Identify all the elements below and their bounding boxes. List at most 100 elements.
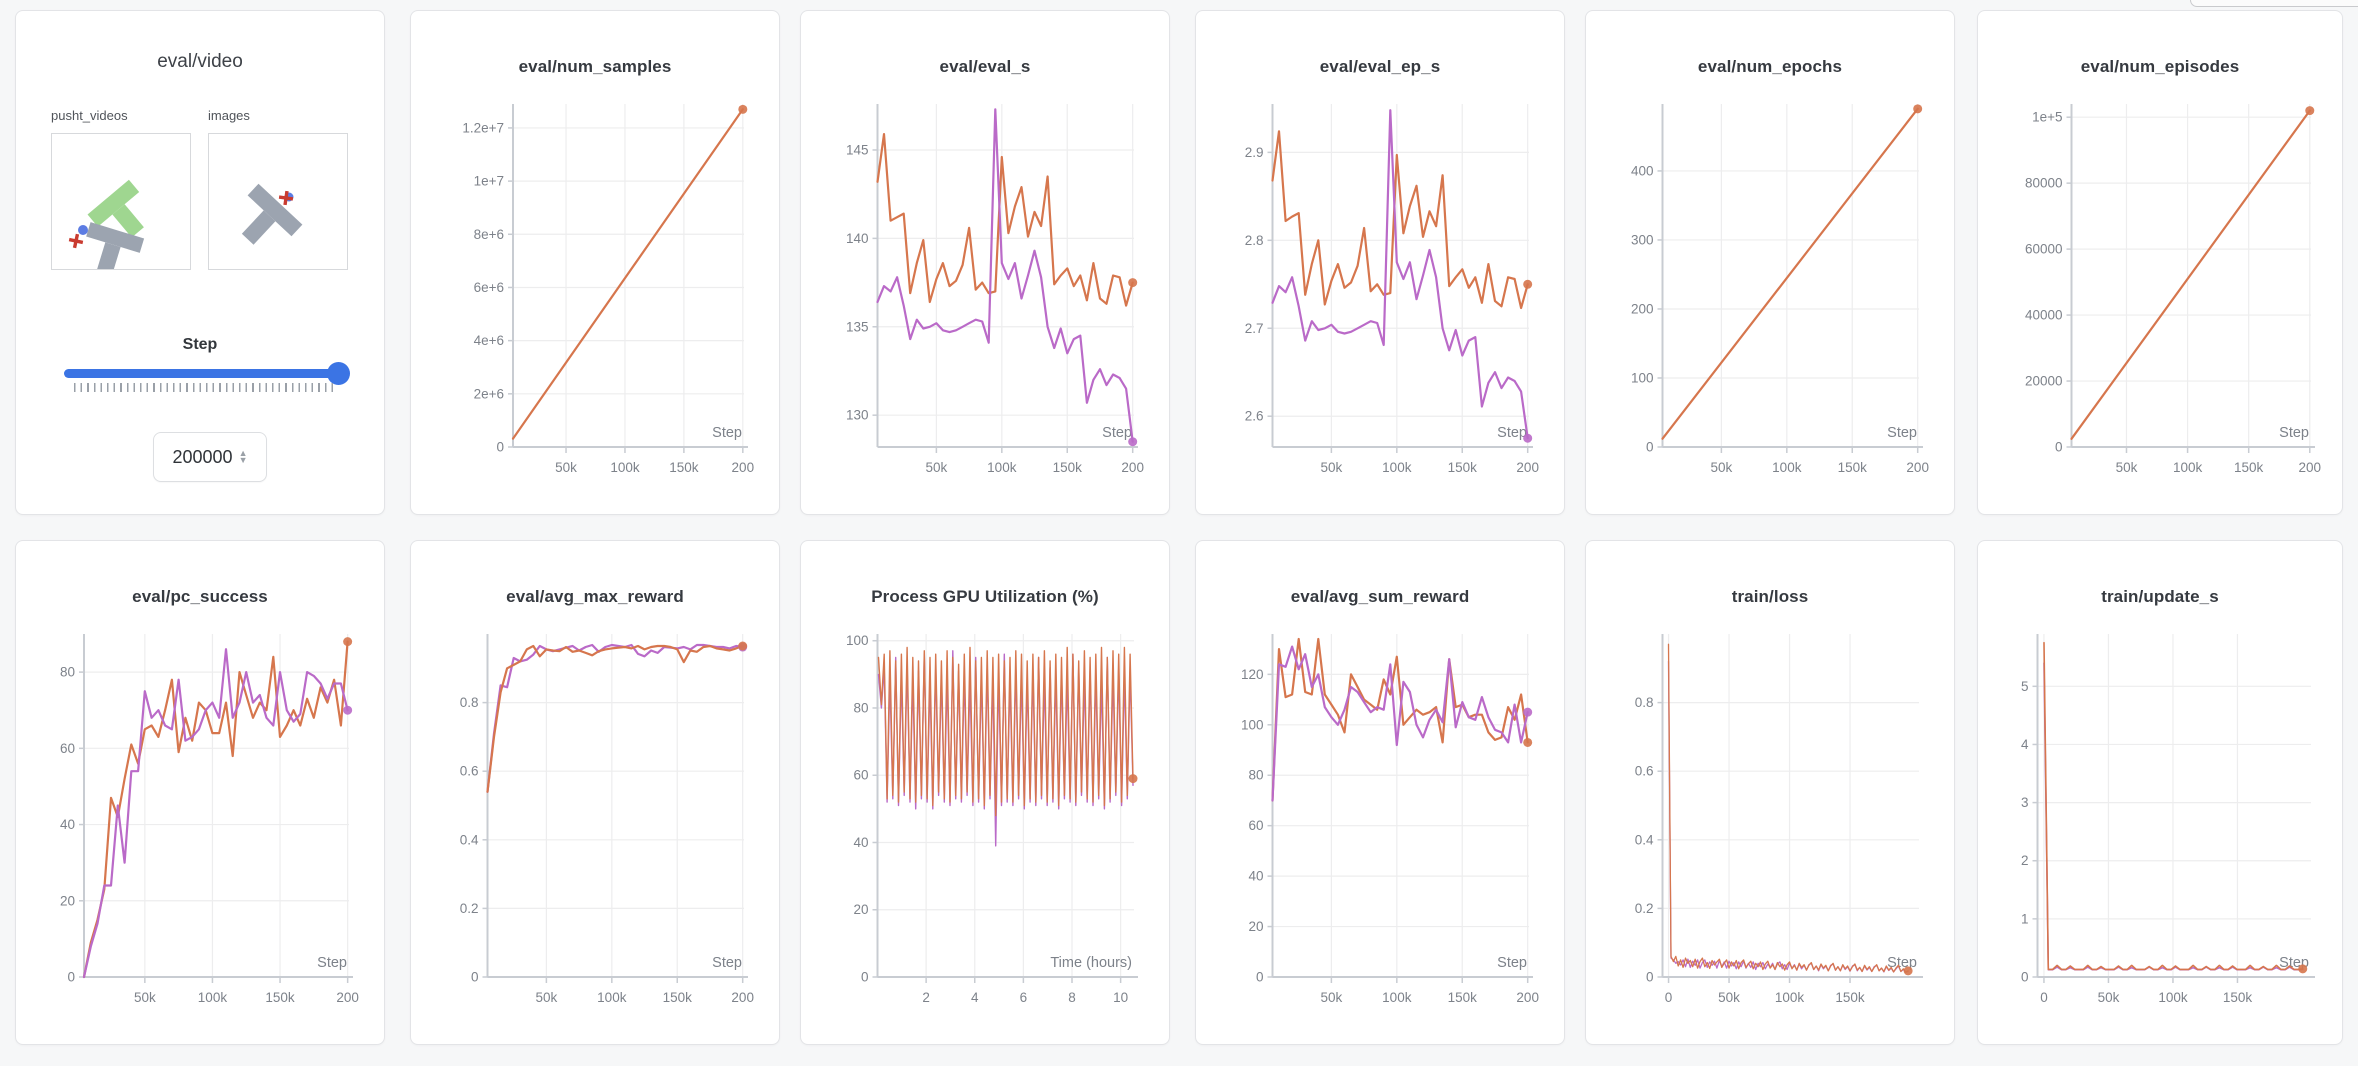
- svg-text:60: 60: [60, 741, 75, 756]
- svg-text:150k: 150k: [669, 460, 699, 475]
- chart-plot-process-gpu-utilization[interactable]: 0 20 40 60 80 100 2 4 6 8 10 Time (hours): [812, 625, 1160, 1020]
- svg-text:0.4: 0.4: [460, 832, 479, 847]
- svg-text:80: 80: [853, 700, 868, 715]
- svg-text:0: 0: [2055, 440, 2063, 455]
- chart-plot-eval-pc-success[interactable]: 0 20 40 60 80 50k 100k 150k 200 Step: [27, 625, 375, 1020]
- svg-text:0.8: 0.8: [1635, 695, 1654, 710]
- step-slider[interactable]: [64, 362, 350, 385]
- svg-text:2: 2: [922, 990, 930, 1005]
- svg-text:6: 6: [1020, 990, 1028, 1005]
- svg-text:50k: 50k: [1320, 990, 1342, 1005]
- svg-text:Step: Step: [1102, 425, 1132, 441]
- svg-text:150k: 150k: [1053, 460, 1083, 475]
- panel-eval-video[interactable]: eval/video pusht_videos images: [15, 10, 385, 515]
- step-value-input[interactable]: 200000 ▲ ▼: [153, 432, 267, 482]
- panel-process-gpu-utilization[interactable]: Process GPU Utilization (%) 0 20 40 60 80 100…: [800, 540, 1170, 1045]
- svg-text:200: 200: [732, 460, 755, 475]
- step-slider-thumb[interactable]: [327, 362, 350, 385]
- svg-text:0: 0: [496, 440, 504, 455]
- svg-text:60: 60: [853, 768, 868, 783]
- svg-text:100k: 100k: [198, 990, 228, 1005]
- chart-plot-eval-eval-s[interactable]: 130 135 140 145 50k 100k 150k 200 Step: [812, 95, 1160, 490]
- svg-text:8e+6: 8e+6: [474, 227, 504, 242]
- svg-text:80: 80: [1248, 768, 1263, 783]
- svg-text:Step: Step: [712, 955, 742, 971]
- svg-text:0.6: 0.6: [460, 764, 479, 779]
- svg-text:4e+6: 4e+6: [474, 333, 504, 348]
- svg-text:20: 20: [1248, 919, 1263, 934]
- svg-text:40: 40: [60, 817, 75, 832]
- svg-text:150k: 150k: [1835, 990, 1865, 1005]
- chart-plot-eval-avg-sum-reward[interactable]: 0 20 40 60 80 100 120 50k 100k 150k 200 Step: [1207, 625, 1555, 1020]
- svg-text:60: 60: [1248, 818, 1263, 833]
- svg-text:10: 10: [1113, 990, 1128, 1005]
- panel-eval-num-samples[interactable]: eval/num_samples 0 2e+6 4e+6 6e+6 8e+6 1e+7 1.…: [410, 10, 780, 515]
- svg-text:40: 40: [1248, 869, 1263, 884]
- svg-text:0.2: 0.2: [1635, 901, 1654, 916]
- svg-text:200: 200: [1516, 990, 1539, 1005]
- chart-plot-eval-eval-ep-s[interactable]: 2.6 2.7 2.8 2.9 50k 100k 150k 200 Step: [1207, 95, 1555, 490]
- chart-title: Process GPU Utilization (%): [871, 587, 1099, 606]
- chart-title: eval/eval_ep_s: [1319, 57, 1441, 76]
- svg-text:0: 0: [2021, 970, 2029, 985]
- svg-text:135: 135: [846, 319, 869, 334]
- svg-text:40000: 40000: [2025, 308, 2063, 323]
- chart-plot-eval-avg-max-reward[interactable]: 0 0.2 0.4 0.6 0.8 50k 100k 150k 200 Step: [422, 625, 770, 1020]
- svg-text:100k: 100k: [1382, 990, 1412, 1005]
- svg-text:50k: 50k: [1710, 460, 1732, 475]
- svg-text:50k: 50k: [535, 990, 557, 1005]
- panel-eval-num-epochs[interactable]: eval/num_epochs 0 100 200 300 400 50k 100k 150k…: [1585, 10, 1955, 515]
- panel-eval-avg-sum-reward[interactable]: eval/avg_sum_reward 0 20 40 60 80 100 120 50k 10…: [1195, 540, 1565, 1045]
- svg-text:1e+7: 1e+7: [474, 174, 504, 189]
- svg-text:300: 300: [1631, 232, 1654, 247]
- panel-train-loss[interactable]: train/loss 0 0.2 0.4 0.6 0.8 0 50k 100k 150k Step: [1585, 540, 1955, 1045]
- svg-text:100: 100: [1241, 717, 1264, 732]
- svg-text:0.2: 0.2: [460, 901, 479, 916]
- chart-plot-eval-num-episodes[interactable]: 0 20000 40000 60000 80000 1e+5 50k 100k 150k 200 S…: [1989, 95, 2337, 490]
- green-t-shape: [87, 179, 144, 238]
- svg-text:120: 120: [1241, 667, 1264, 682]
- svg-text:50k: 50k: [2116, 460, 2138, 475]
- svg-text:2.9: 2.9: [1245, 145, 1264, 160]
- panel-eval-avg-max-reward[interactable]: eval/avg_max_reward 0 0.2 0.4 0.6 0.8 50k 100k…: [410, 540, 780, 1045]
- svg-text:2.8: 2.8: [1245, 233, 1264, 248]
- media-thumbnail-pusht-videos[interactable]: [51, 133, 191, 274]
- svg-text:150k: 150k: [1448, 460, 1478, 475]
- svg-text:50k: 50k: [1718, 990, 1740, 1005]
- panel-train-update-s[interactable]: train/update_s 0 1 2 3 4 5 0 50k 100k 150k Step: [1977, 540, 2343, 1045]
- svg-text:200: 200: [336, 990, 359, 1005]
- partial-panel-top-edge: [2190, 0, 2358, 7]
- svg-text:8: 8: [1068, 990, 1076, 1005]
- svg-text:0: 0: [861, 970, 869, 985]
- svg-text:80000: 80000: [2025, 176, 2063, 191]
- panel-eval-eval-s[interactable]: eval/eval_s 130 135 140 145 50k 100k 150k 200 St…: [800, 10, 1170, 515]
- media-thumbnail-images[interactable]: [208, 133, 348, 270]
- svg-text:100k: 100k: [987, 460, 1017, 475]
- svg-text:0: 0: [67, 970, 75, 985]
- svg-text:100k: 100k: [597, 990, 627, 1005]
- panel-eval-pc-success[interactable]: eval/pc_success 0 20 40 60 80 50k 100k 150k 200 S…: [15, 540, 385, 1045]
- stepper-arrows: ▲ ▼: [238, 448, 248, 465]
- chart-plot-eval-num-samples[interactable]: 0 2e+6 4e+6 6e+6 8e+6 1e+7 1.2e+7 50k 100k 150k 20…: [422, 95, 770, 490]
- svg-text:6e+6: 6e+6: [474, 280, 504, 295]
- stepper-up-icon[interactable]: ▲: [238, 448, 248, 458]
- panel-eval-num-episodes[interactable]: eval/num_episodes 0 20000 40000 60000 80000 1…: [1977, 10, 2343, 515]
- svg-text:2: 2: [2021, 853, 2029, 868]
- svg-text:50k: 50k: [1320, 460, 1342, 475]
- gray-t-shape: [86, 222, 145, 274]
- chart-title: eval/num_samples: [518, 57, 672, 76]
- svg-text:50k: 50k: [925, 460, 947, 475]
- chart-plot-eval-num-epochs[interactable]: 0 100 200 300 400 50k 100k 150k 200 Step: [1597, 95, 1945, 490]
- svg-text:20000: 20000: [2025, 374, 2063, 389]
- svg-text:100k: 100k: [1775, 990, 1805, 1005]
- svg-text:2e+6: 2e+6: [474, 386, 504, 401]
- svg-text:200: 200: [1516, 460, 1539, 475]
- images-frame: [241, 183, 303, 245]
- video-panel-title: eval/video: [157, 51, 243, 72]
- stepper-down-icon[interactable]: ▼: [238, 455, 248, 465]
- chart-title: eval/num_epochs: [1697, 57, 1843, 76]
- svg-text:60000: 60000: [2025, 242, 2063, 257]
- panel-eval-eval-ep-s[interactable]: eval/eval_ep_s 2.6 2.7 2.8 2.9 50k 100k 150k 20…: [1195, 10, 1565, 515]
